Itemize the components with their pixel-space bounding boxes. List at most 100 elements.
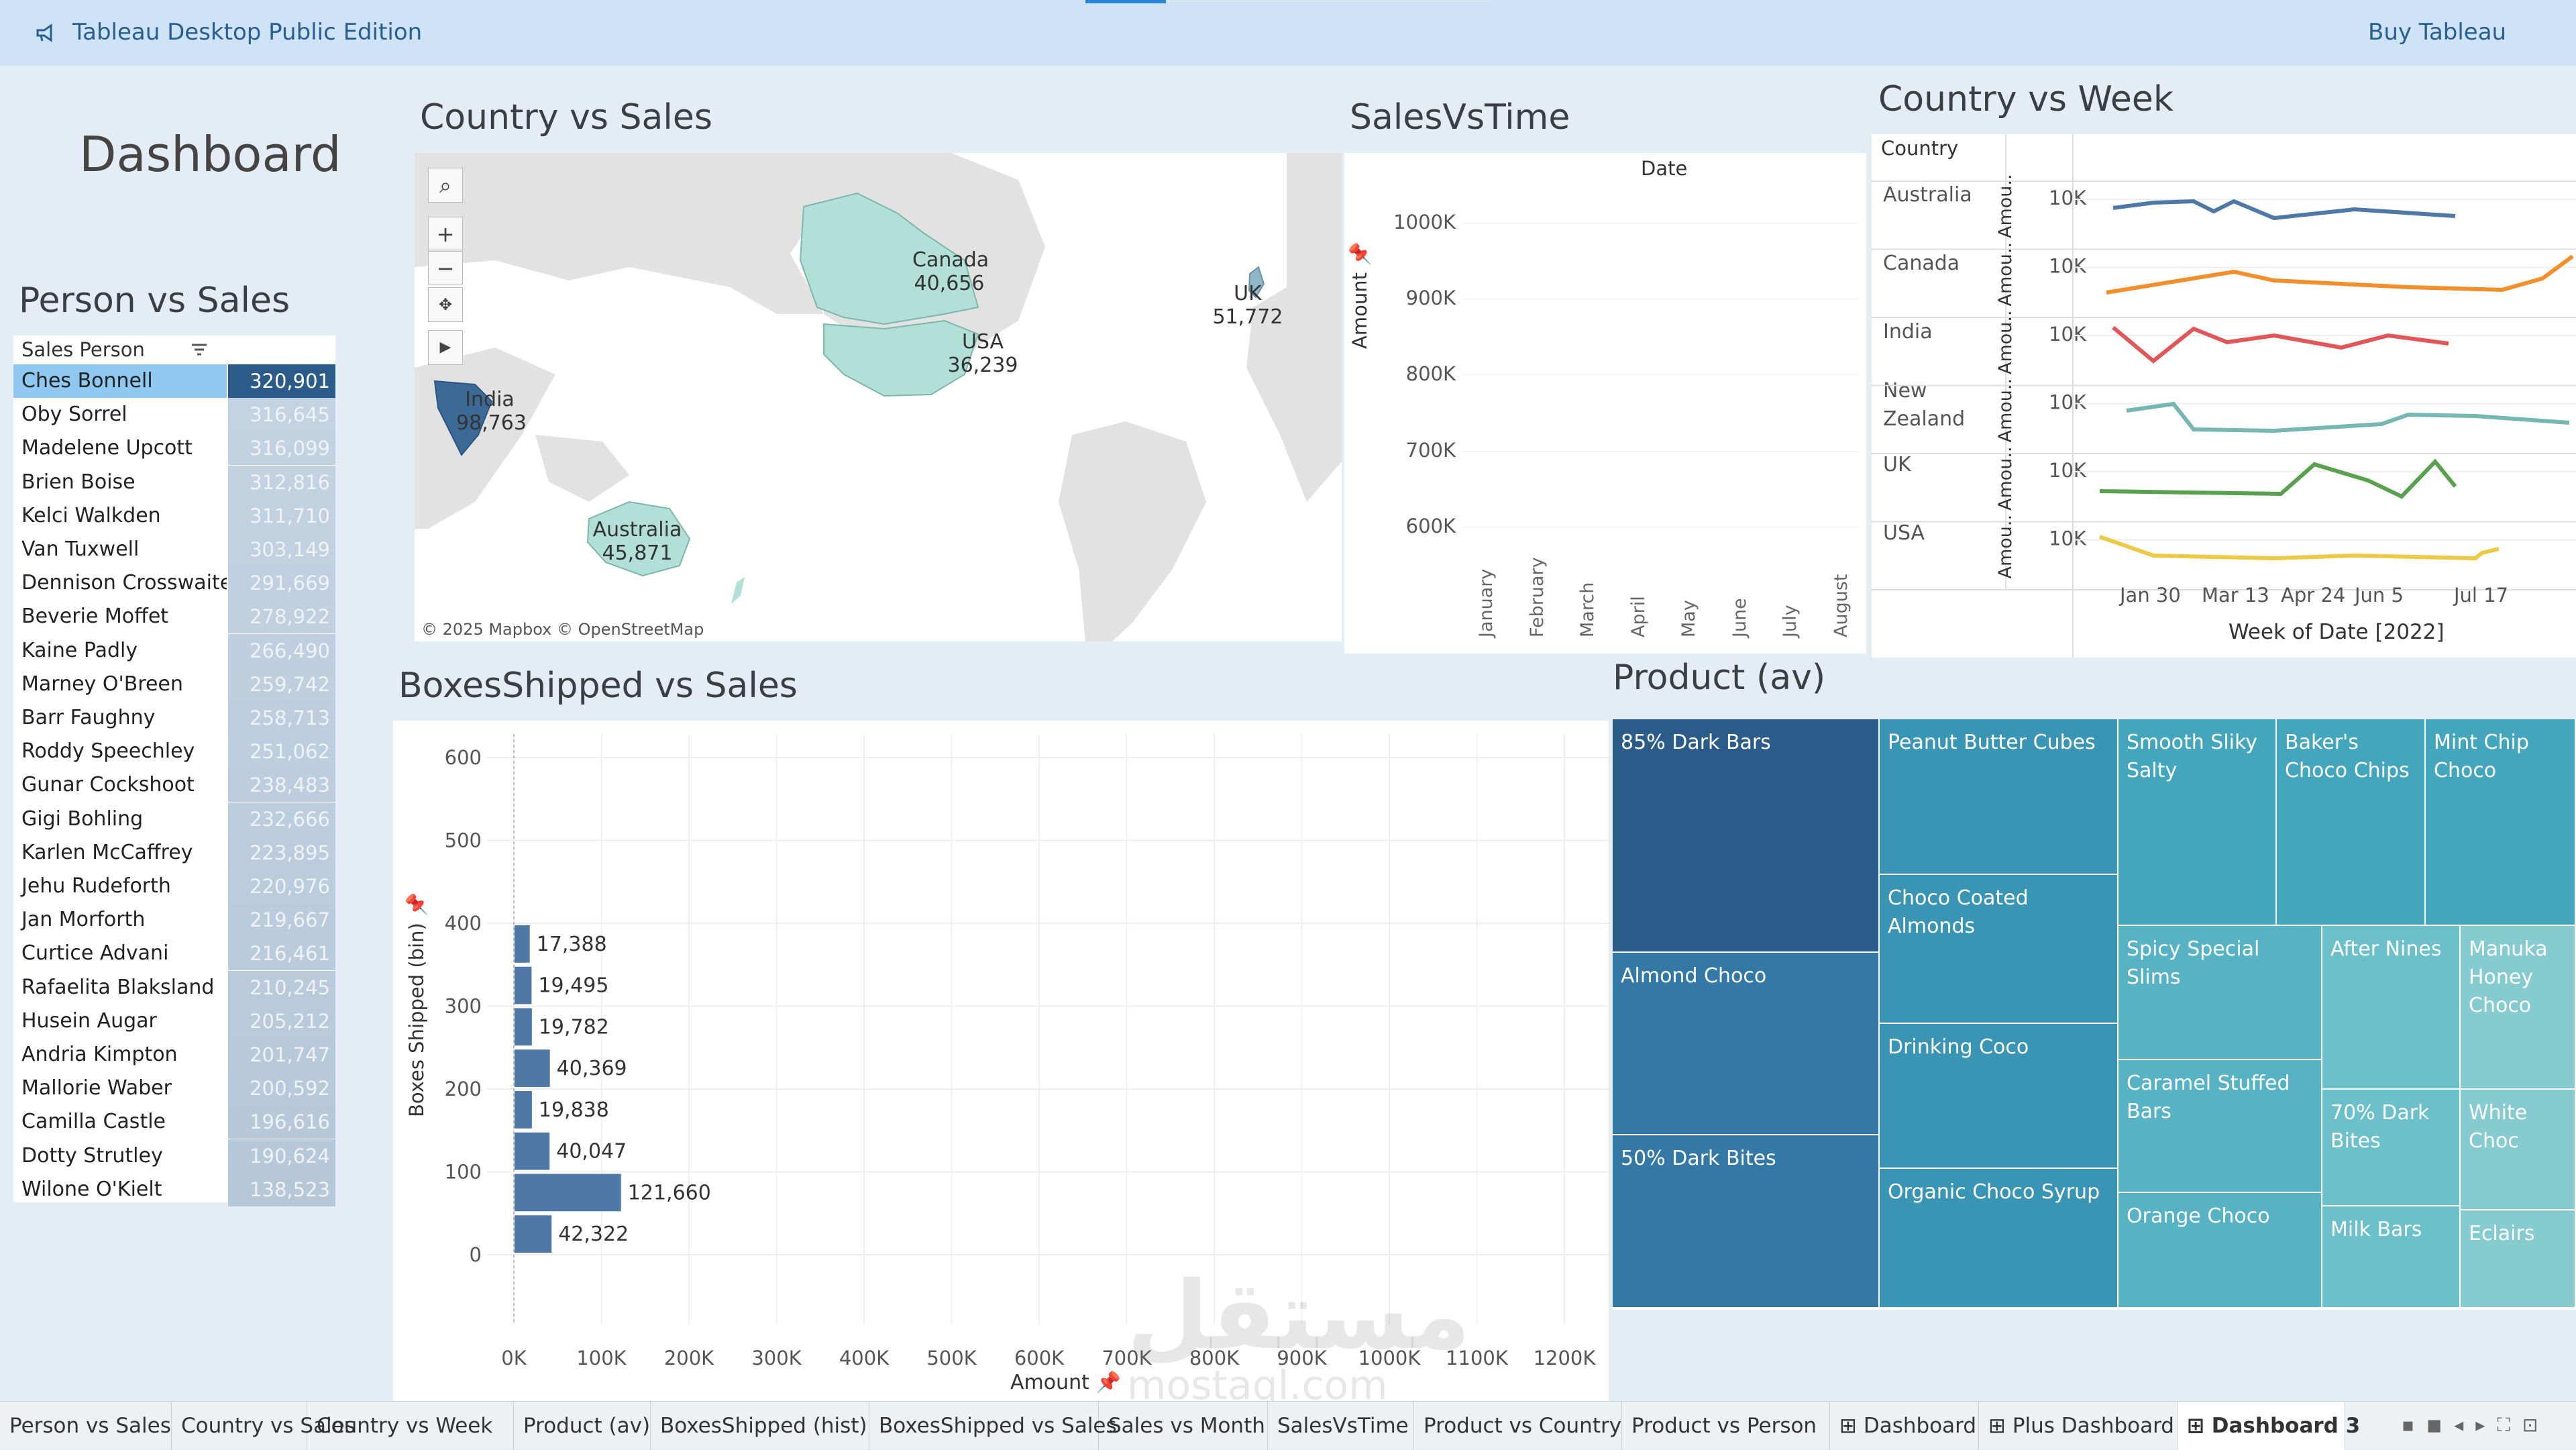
sales-value[interactable]: 200,592: [228, 1072, 335, 1106]
product-cell[interactable]: Almond Choco: [1613, 953, 1880, 1135]
sales-value[interactable]: 210,245: [228, 970, 335, 1004]
sales-person-name[interactable]: Madelene Upcott: [21, 436, 193, 460]
sheet-tab[interactable]: Product (av): [514, 1402, 651, 1450]
sheet-tab[interactable]: Product vs Person: [1622, 1402, 1830, 1450]
sales-value[interactable]: 219,667: [228, 903, 335, 937]
product-cell[interactable]: Peanut Butter Cubes: [1880, 719, 2118, 875]
sales-value[interactable]: 196,616: [228, 1105, 335, 1139]
product-cell[interactable]: Baker's Choco Chips: [2277, 719, 2426, 926]
month-tick: June: [1729, 598, 1750, 637]
product-cell[interactable]: Orange Choco: [2118, 1193, 2322, 1308]
tab-nav-controls[interactable]: ▪◼◂▸⛶⊡: [2402, 1414, 2551, 1436]
sales-value[interactable]: 138,523: [228, 1172, 335, 1206]
sales-person-name[interactable]: Brien Boise: [21, 470, 136, 494]
sales-value[interactable]: 259,742: [228, 667, 335, 701]
sales-person-name[interactable]: Dennison Crosswaite: [21, 571, 227, 595]
map-pan-tool-icon[interactable]: ✥: [428, 287, 463, 322]
product-cell[interactable]: Manuka Honey Choco: [2461, 926, 2576, 1090]
sheet-tab[interactable]: Product vs Country: [1414, 1402, 1622, 1450]
sales-person-name[interactable]: Mallorie Waber: [21, 1076, 172, 1100]
country-row-label: UK: [1883, 453, 1911, 476]
bar-label: 40,047: [556, 1140, 627, 1163]
sales-person-name[interactable]: Jehu Rudeforth: [21, 874, 171, 898]
sheet-tab[interactable]: ⊞ Dashboard 3: [2178, 1402, 2360, 1450]
sheet-tab[interactable]: Country vs Sales: [172, 1402, 356, 1450]
sales-value[interactable]: 316,099: [228, 431, 335, 466]
map-zoom-in-button[interactable]: +: [428, 217, 463, 250]
sales-person-name[interactable]: Wilone O'Kielt: [21, 1177, 162, 1201]
map-panel[interactable]: ⌕ + − ✥ ▶ © 2025 Mapbox © OpenStreetMap: [415, 153, 1342, 641]
product-cell[interactable]: After Nines: [2322, 926, 2461, 1090]
sales-value[interactable]: 251,062: [228, 735, 335, 769]
sales-value[interactable]: 312,816: [228, 465, 335, 499]
sales-person-name[interactable]: Husein Augar: [21, 1008, 157, 1033]
product-cell[interactable]: Mint Chip Choco: [2426, 719, 2576, 926]
sales-value[interactable]: 316,645: [228, 398, 335, 432]
country-row-label: India: [1883, 320, 1933, 344]
sales-value[interactable]: 190,624: [228, 1139, 335, 1173]
sheet-tab[interactable]: Person vs Sales: [0, 1402, 172, 1450]
sales-value[interactable]: 201,747: [228, 1038, 335, 1072]
xtick-label: 600K: [1014, 1347, 1065, 1369]
sales-person-name[interactable]: Ches Bonnell: [13, 364, 227, 398]
sheet-tab[interactable]: ⊞ Plus Dashboard: [1979, 1402, 2178, 1450]
sales-value[interactable]: 220,976: [228, 870, 335, 903]
sales-value[interactable]: 311,710: [228, 499, 335, 533]
product-cell[interactable]: Eclairs: [2461, 1210, 2576, 1308]
sales-person-name[interactable]: Camilla Castle: [21, 1110, 166, 1134]
sales-person-name[interactable]: Kelci Walkden: [21, 503, 161, 527]
product-cell[interactable]: Spicy Special Slims: [2118, 926, 2322, 1060]
sales-person-name[interactable]: Gunar Cockshoot: [21, 773, 195, 797]
sales-person-name[interactable]: Curtice Advani: [21, 941, 169, 966]
sales-value[interactable]: 205,212: [228, 1004, 335, 1038]
sales-value[interactable]: 266,490: [228, 633, 335, 668]
map-label-uk: UK 51,772: [1212, 282, 1283, 329]
sales-value[interactable]: 320,901: [228, 364, 335, 398]
map-play-icon[interactable]: ▶: [428, 330, 463, 365]
sheet-tab[interactable]: Country vs Week: [307, 1402, 514, 1450]
sales-value[interactable]: 216,461: [228, 937, 335, 971]
buy-tableau-link[interactable]: Buy Tableau: [2368, 19, 2507, 46]
product-cell[interactable]: Smooth Sliky Salty: [2118, 719, 2277, 926]
sheet-tab[interactable]: BoxesShipped (hist): [651, 1402, 869, 1450]
sales-person-name[interactable]: Dotty Strutley: [21, 1143, 163, 1168]
sort-icon[interactable]: [191, 342, 208, 358]
sales-person-name[interactable]: Marney O'Breen: [21, 672, 183, 696]
product-cell[interactable]: 70% Dark Bites: [2322, 1090, 2461, 1206]
sheet-tab[interactable]: SalesVsTime: [1268, 1402, 1414, 1450]
map-search-button[interactable]: ⌕: [428, 168, 463, 203]
sales-value[interactable]: 278,922: [228, 600, 335, 634]
sheet-tab[interactable]: ⊞ Dashboard: [1830, 1402, 1979, 1450]
sales-person-name[interactable]: Roddy Speechley: [21, 739, 195, 764]
sales-person-name[interactable]: Gigi Bohling: [21, 807, 144, 831]
sales-person-name[interactable]: Jan Morforth: [21, 908, 146, 932]
product-cell[interactable]: Caramel Stuffed Bars: [2118, 1060, 2322, 1193]
sales-value[interactable]: 223,895: [228, 835, 335, 870]
tab-label: Product (av): [523, 1414, 651, 1438]
product-cell[interactable]: Milk Bars: [2322, 1206, 2461, 1308]
sales-person-name[interactable]: Barr Faughny: [21, 706, 156, 729]
product-cell[interactable]: White Choc: [2461, 1090, 2576, 1210]
sales-value[interactable]: 232,666: [228, 802, 335, 836]
month-tick: July: [1780, 605, 1801, 637]
sales-person-name[interactable]: Beverie Moffet: [21, 605, 169, 629]
sheet-tab[interactable]: Sales vs Month: [1099, 1402, 1268, 1450]
product-cell[interactable]: Organic Choco Syrup: [1880, 1169, 2118, 1308]
product-cell[interactable]: Choco Coated Almonds: [1880, 875, 2118, 1024]
sales-value[interactable]: 291,669: [228, 566, 335, 601]
dashboard-grid-icon: ⊞: [1988, 1414, 2012, 1438]
sales-value[interactable]: 258,713: [228, 701, 335, 735]
sheet-tab[interactable]: BoxesShipped vs Sales: [869, 1402, 1117, 1450]
sales-person-name[interactable]: Van Tuxwell: [21, 537, 140, 561]
sales-value[interactable]: 238,483: [228, 768, 335, 802]
sales-person-name[interactable]: Rafaelita Blaksland: [21, 975, 215, 999]
sales-person-name[interactable]: Karlen McCaffrey: [21, 840, 193, 864]
product-cell[interactable]: 85% Dark Bars: [1613, 719, 1880, 953]
sales-value[interactable]: 303,149: [228, 533, 335, 566]
sales-person-name[interactable]: Kaine Padly: [21, 638, 138, 662]
sales-person-name[interactable]: Oby Sorrel: [21, 403, 127, 427]
product-cell[interactable]: Drinking Coco: [1880, 1024, 2118, 1169]
map-zoom-out-button[interactable]: −: [428, 251, 463, 284]
sales-person-name[interactable]: Andria Kimpton: [21, 1043, 178, 1066]
product-cell[interactable]: 50% Dark Bites: [1613, 1135, 1880, 1308]
